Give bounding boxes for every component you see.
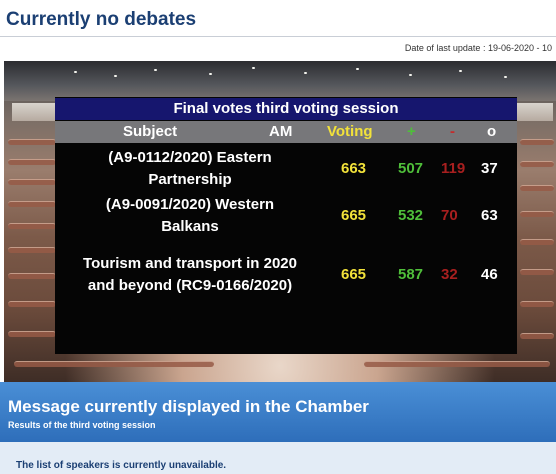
ceiling-light bbox=[504, 76, 507, 78]
ceiling-light bbox=[409, 74, 412, 76]
vote-subject: Tourism and transport in 2020 and beyond… bbox=[61, 253, 319, 297]
seat-tier bbox=[8, 179, 56, 185]
message-title: Message currently displayed in the Chamb… bbox=[8, 397, 369, 416]
for-count: 532 bbox=[398, 207, 424, 224]
chamber-message-panel: Message currently displayed in the Chamb… bbox=[0, 382, 556, 442]
ceiling-light bbox=[74, 71, 77, 73]
seat-tier bbox=[8, 223, 56, 229]
header-voting: Voting bbox=[327, 123, 373, 140]
header-for: + bbox=[407, 123, 416, 140]
voting-count: 665 bbox=[341, 207, 367, 224]
abstention-count: 46 bbox=[481, 266, 498, 283]
vote-subject-line: and beyond (RC9-0166/2020) bbox=[87, 277, 293, 294]
seat-tier bbox=[8, 273, 56, 279]
header-against: - bbox=[450, 123, 455, 140]
voting-count: 663 bbox=[341, 160, 367, 177]
vote-subject-line: (A9-0112/2020) Eastern bbox=[108, 149, 272, 166]
ceiling-light bbox=[114, 75, 117, 77]
against-count: 32 bbox=[441, 266, 458, 283]
speakers-status-text: The list of speakers is currently unavai… bbox=[16, 460, 227, 471]
voting-count: 665 bbox=[341, 266, 367, 283]
vote-subject-line: Balkans bbox=[161, 218, 219, 235]
ceiling-light bbox=[459, 70, 462, 72]
vote-row: Tourism and transport in 2020 and beyond… bbox=[55, 253, 517, 297]
board-title: Final votes third voting session bbox=[55, 98, 517, 120]
page-title: Currently no debates bbox=[6, 9, 197, 30]
chamber-ceiling bbox=[4, 61, 556, 101]
seat-tier bbox=[8, 201, 56, 207]
seat-tier bbox=[520, 269, 554, 275]
abstention-count: 63 bbox=[481, 207, 498, 224]
vote-subject: (A9-0091/2020) Western Balkans bbox=[61, 194, 319, 238]
seat-tier bbox=[8, 159, 56, 165]
speakers-panel: The list of speakers is currently unavai… bbox=[0, 442, 556, 474]
header-subject: Subject bbox=[123, 123, 178, 140]
against-count: 119 bbox=[441, 160, 466, 177]
header-abstention: o bbox=[487, 123, 497, 140]
abstention-count: 37 bbox=[481, 160, 498, 177]
ceiling-light bbox=[209, 73, 212, 75]
seat-tier bbox=[8, 301, 56, 307]
seat-tier bbox=[520, 239, 554, 245]
seat-tier bbox=[520, 333, 554, 339]
ceiling-light bbox=[356, 68, 359, 70]
seat-tier bbox=[520, 185, 554, 191]
against-count: 70 bbox=[441, 207, 458, 224]
ceiling-light bbox=[304, 72, 307, 74]
last-update-text: Date of last update : 19-06-2020 - 10 bbox=[0, 36, 556, 60]
seat-tier bbox=[8, 139, 56, 145]
seat-tier bbox=[364, 361, 550, 367]
for-count: 587 bbox=[398, 266, 424, 283]
seat-tier bbox=[8, 247, 56, 253]
for-count: 507 bbox=[398, 160, 424, 177]
vote-row: (A9-0091/2020) Western Balkans 665 532 7… bbox=[55, 194, 517, 238]
chamber-window bbox=[12, 103, 66, 121]
header-am: AM bbox=[269, 123, 293, 140]
vote-results-board: Final votes third voting session Subject… bbox=[55, 97, 517, 354]
seat-tier bbox=[520, 139, 554, 145]
vote-subject: (A9-0112/2020) Eastern Partnership bbox=[61, 147, 319, 191]
seat-tier bbox=[8, 331, 56, 337]
seat-tier bbox=[520, 161, 554, 167]
vote-row: (A9-0112/2020) Eastern Partnership 663 5… bbox=[55, 147, 517, 191]
vote-subject-line: (A9-0091/2020) Western bbox=[105, 196, 275, 213]
vote-subject-line: Partnership bbox=[148, 171, 232, 188]
board-header-row: Subject AM Voting + - o bbox=[55, 121, 517, 143]
ceiling-light bbox=[154, 69, 157, 71]
seat-tier bbox=[520, 211, 554, 217]
message-subtitle: Results of the third voting session bbox=[8, 420, 156, 430]
ceiling-light bbox=[252, 67, 255, 69]
vote-subject-line: Tourism and transport in 2020 bbox=[83, 255, 297, 272]
seat-tier bbox=[14, 361, 214, 367]
seat-tier bbox=[520, 301, 554, 307]
